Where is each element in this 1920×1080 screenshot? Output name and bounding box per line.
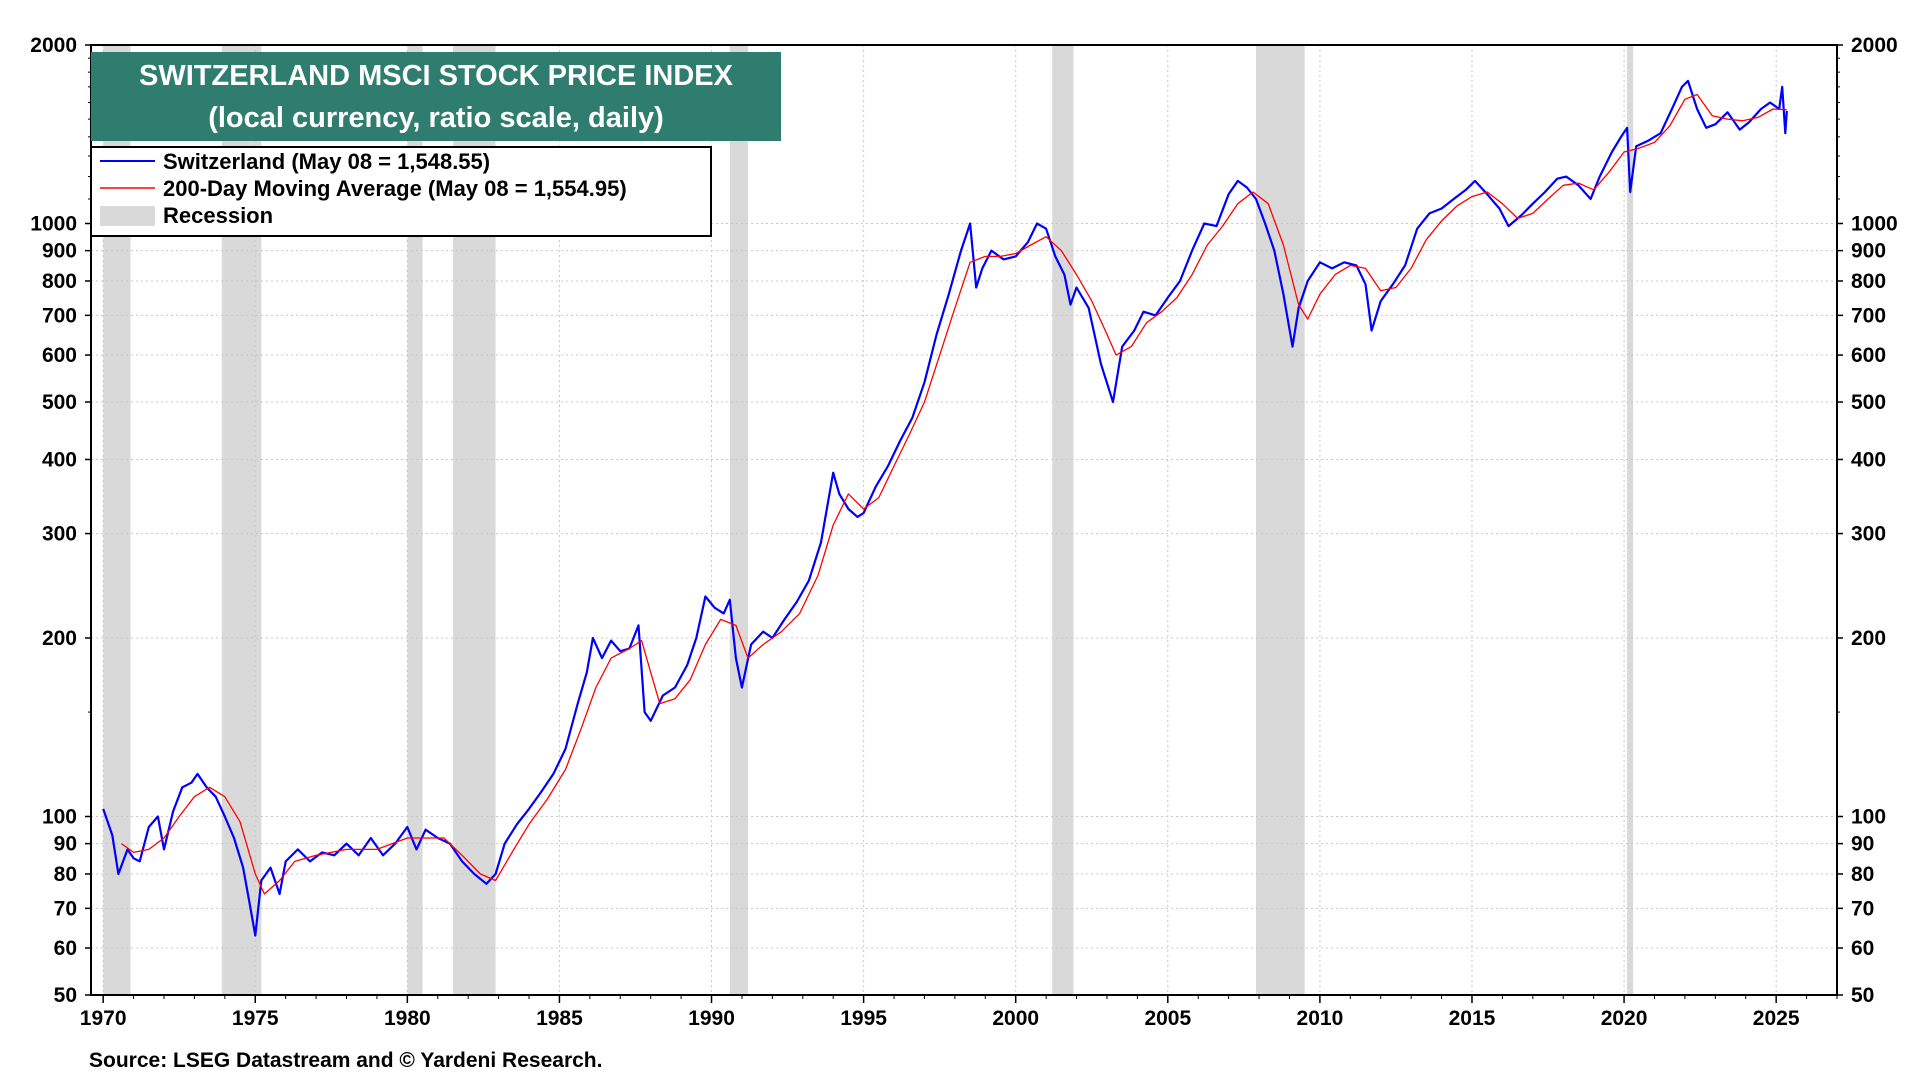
y-tick-label-left: 300 — [42, 523, 77, 546]
y-tick-label-left: 50 — [54, 984, 77, 1007]
x-tick-label: 2000 — [992, 1007, 1039, 1030]
y-tick-label-left: 200 — [42, 627, 77, 650]
x-tick-label: 2015 — [1449, 1007, 1496, 1030]
y-tick-label-right: 90 — [1851, 833, 1874, 856]
y-tick-label-left: 600 — [42, 344, 77, 367]
y-tick-label-right: 400 — [1851, 448, 1886, 471]
y-tick-label-left: 90 — [54, 833, 77, 856]
y-tick-label-left: 1000 — [30, 213, 77, 236]
recession-band-2 — [407, 45, 423, 995]
y-tick-label-right: 500 — [1851, 391, 1886, 414]
x-tick-label: 1995 — [840, 1007, 887, 1030]
y-tick-label-right: 200 — [1851, 627, 1886, 650]
chart-subtitle: (local currency, ratio scale, daily) — [208, 102, 664, 134]
recession-band-6 — [1256, 45, 1305, 995]
y-tick-label-right: 300 — [1851, 523, 1886, 546]
y-tick-label-right: 2000 — [1851, 34, 1898, 57]
y-tick-label-right: 900 — [1851, 240, 1886, 263]
y-tick-label-right: 1000 — [1851, 213, 1898, 236]
y-tick-label-right: 70 — [1851, 897, 1874, 920]
recession-band-5 — [1052, 45, 1074, 995]
axes: 50 50 60 60 70 70 80 80 90 90 100 100 200 200 300 300 40… — [30, 34, 1897, 1030]
y-tick-label-left: 70 — [54, 897, 77, 920]
series-moving-average-line — [121, 93, 1787, 895]
chart-title: SWITZERLAND MSCI STOCK PRICE INDEX — [139, 60, 734, 92]
y-tick-label-right: 700 — [1851, 304, 1886, 327]
y-tick-label-right: 80 — [1851, 863, 1874, 886]
recession-band-4 — [729, 45, 749, 995]
plot-frame — [90, 44, 1838, 996]
y-tick-label-left: 80 — [54, 863, 77, 886]
legend-label-recession: Recession — [163, 203, 273, 228]
legend-label-moving-average: 200-Day Moving Average (May 08 = 1,554.9… — [163, 176, 627, 201]
x-tick-label: 1970 — [80, 1007, 127, 1030]
recession-band-7 — [1627, 45, 1634, 995]
legend: Switzerland (May 08 = 1,548.55) 200-Day … — [90, 146, 712, 237]
title-background — [91, 52, 781, 141]
x-tick-label: 2025 — [1753, 1007, 1800, 1030]
series-lines — [102, 79, 1788, 937]
x-tick-label: 1975 — [232, 1007, 279, 1030]
y-tick-label-left: 700 — [42, 304, 77, 327]
y-tick-label-right: 100 — [1851, 805, 1886, 828]
x-tick-label: 1990 — [688, 1007, 735, 1030]
legend-swatch-recession — [100, 206, 155, 226]
series-switzerland-line — [102, 79, 1788, 937]
x-tick-label: 1980 — [384, 1007, 431, 1030]
source-note: Source: LSEG Datastream and © Yardeni Re… — [89, 1049, 602, 1072]
x-tick-label: 2010 — [1297, 1007, 1344, 1030]
y-tick-label-left: 900 — [42, 240, 77, 263]
x-tick-label: 2005 — [1144, 1007, 1191, 1030]
y-tick-label-left: 800 — [42, 270, 77, 293]
y-tick-label-right: 600 — [1851, 344, 1886, 367]
y-tick-label-right: 60 — [1851, 937, 1874, 960]
y-tick-label-left: 400 — [42, 448, 77, 471]
legend-label-switzerland: Switzerland (May 08 = 1,548.55) — [163, 149, 490, 174]
y-tick-label-right: 50 — [1851, 984, 1874, 1007]
x-tick-label: 2020 — [1601, 1007, 1648, 1030]
title-box: SWITZERLAND MSCI STOCK PRICE INDEX (loca… — [91, 52, 781, 141]
y-tick-label-left: 60 — [54, 937, 77, 960]
y-tick-label-right: 800 — [1851, 270, 1886, 293]
legend-box — [90, 146, 712, 237]
y-tick-label-left: 500 — [42, 391, 77, 414]
x-tick-label: 1985 — [536, 1007, 583, 1030]
y-tick-label-left: 100 — [42, 805, 77, 828]
y-tick-label-left: 2000 — [30, 34, 77, 57]
